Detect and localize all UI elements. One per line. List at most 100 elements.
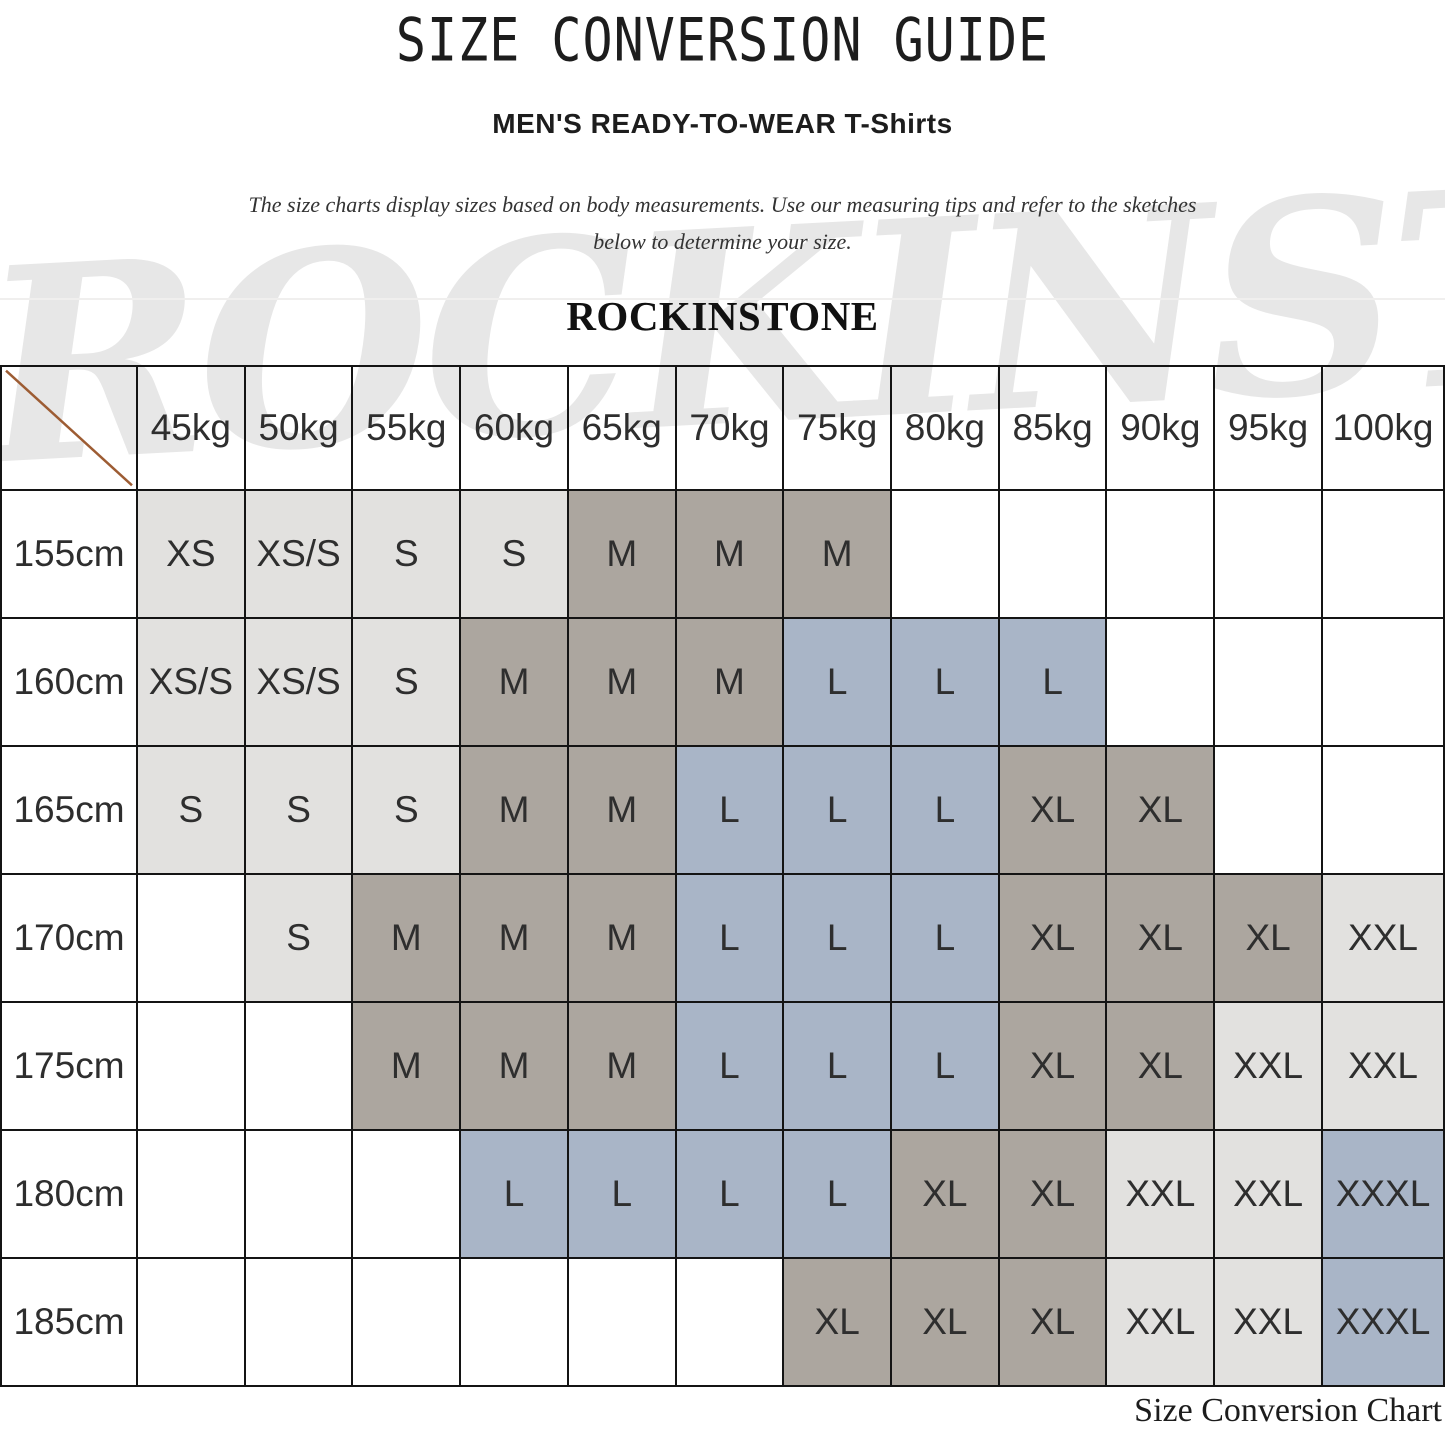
size-cell: XXL [1213, 1001, 1323, 1131]
size-cell: L [674, 745, 785, 875]
size-cell: M [459, 873, 569, 1003]
empty-cell [997, 489, 1108, 619]
empty-cell [136, 1257, 246, 1387]
weight-header: 50kg [243, 365, 354, 491]
size-cell: XL [1105, 745, 1216, 875]
empty-cell [243, 1001, 354, 1131]
table-row: 165cm S S S M M L L L XL XL [0, 745, 1445, 875]
empty-cell [243, 1129, 354, 1259]
size-cell: XXL [1321, 1001, 1445, 1131]
size-cell: XS/S [243, 617, 354, 747]
size-cell: M [782, 489, 893, 619]
size-cell: M [674, 489, 785, 619]
size-cell: M [459, 617, 569, 747]
tagline-line-2: below to determine your size. [593, 229, 852, 254]
empty-cell [243, 1257, 354, 1387]
size-cell: M [566, 745, 677, 875]
size-cell: XL [890, 1257, 1000, 1387]
table-row: 170cm S M M M L L L XL XL XL XXL [0, 873, 1445, 1003]
size-cell: XS [136, 489, 246, 619]
size-cell: XXL [1213, 1257, 1323, 1387]
table-row: 180cm L L L L XL XL XXL XXL XXXL [0, 1129, 1445, 1259]
size-cell: M [674, 617, 785, 747]
size-conversion-table: 45kg 50kg 55kg 60kg 65kg 70kg 75kg 80kg 85kg 90kg… [0, 365, 1445, 1387]
size-cell: L [782, 745, 893, 875]
empty-cell [1213, 745, 1323, 875]
size-cell: S [351, 745, 462, 875]
empty-cell [566, 1257, 677, 1387]
size-cell: XL [1105, 1001, 1216, 1131]
size-cell: S [136, 745, 246, 875]
size-cell: S [351, 489, 462, 619]
weight-header: 75kg [782, 365, 893, 491]
height-header: 165cm [0, 745, 138, 875]
height-header: 175cm [0, 1001, 138, 1131]
empty-cell [351, 1129, 462, 1259]
size-cell: L [674, 1001, 785, 1131]
size-cell: XL [1213, 873, 1323, 1003]
footer-caption: Size Conversion Chart [1134, 1392, 1442, 1429]
size-cell: M [566, 489, 677, 619]
size-cell: XL [997, 745, 1108, 875]
empty-cell [674, 1257, 785, 1387]
empty-cell [1213, 617, 1323, 747]
table-row: 185cm XL XL XL XXL XXL XXXL [0, 1257, 1445, 1387]
size-cell: M [351, 1001, 462, 1131]
size-cell: L [566, 1129, 677, 1259]
weight-header: 70kg [674, 365, 785, 491]
weight-header: 45kg [136, 365, 246, 491]
empty-cell [1321, 745, 1445, 875]
size-cell: M [459, 745, 569, 875]
size-cell: S [243, 873, 354, 1003]
size-cell: L [782, 617, 893, 747]
table-row: 160cm XS/S XS/S S M M M L L L [0, 617, 1445, 747]
size-cell: L [997, 617, 1108, 747]
size-cell: XXL [1213, 1129, 1323, 1259]
weight-header: 60kg [459, 365, 569, 491]
size-cell: S [351, 617, 462, 747]
empty-cell [1105, 489, 1216, 619]
empty-cell [459, 1257, 569, 1387]
size-cell: XL [782, 1257, 893, 1387]
size-cell: L [782, 873, 893, 1003]
size-cell: XXL [1321, 873, 1445, 1003]
tagline: The size charts display sizes based on b… [0, 186, 1445, 260]
height-header: 155cm [0, 489, 138, 619]
brand-heading: ROCKINSTONE [566, 293, 879, 339]
size-cell: M [566, 1001, 677, 1131]
table-row: 155cm XS XS/S S S M M M [0, 489, 1445, 619]
size-cell: M [566, 617, 677, 747]
faint-divider-line [0, 298, 1445, 300]
size-cell: L [674, 873, 785, 1003]
size-cell: XL [997, 1129, 1108, 1259]
weight-header: 80kg [890, 365, 1000, 491]
size-cell: XS/S [243, 489, 354, 619]
size-cell: S [243, 745, 354, 875]
subtitle: MEN'S READY-TO-WEAR T-Shirts [492, 108, 953, 139]
height-header: 170cm [0, 873, 138, 1003]
empty-cell [351, 1257, 462, 1387]
weight-header: 90kg [1105, 365, 1216, 491]
empty-cell [1321, 617, 1445, 747]
size-cell: XXL [1105, 1257, 1216, 1387]
size-cell: XL [890, 1129, 1000, 1259]
corner-cell [0, 365, 138, 491]
height-header: 185cm [0, 1257, 138, 1387]
weight-header: 55kg [351, 365, 462, 491]
size-cell: L [890, 617, 1000, 747]
weight-header: 65kg [566, 365, 677, 491]
tagline-line-1: The size charts display sizes based on b… [248, 192, 1197, 217]
size-cell: L [674, 1129, 785, 1259]
weight-header: 85kg [997, 365, 1108, 491]
size-cell: M [459, 1001, 569, 1131]
height-header: 160cm [0, 617, 138, 747]
size-cell: M [351, 873, 462, 1003]
size-cell: XL [997, 873, 1108, 1003]
size-cell: L [459, 1129, 569, 1259]
empty-cell [136, 1129, 246, 1259]
size-cell: L [782, 1129, 893, 1259]
size-cell: L [782, 1001, 893, 1131]
size-cell: XXL [1105, 1129, 1216, 1259]
size-cell: XL [997, 1257, 1108, 1387]
